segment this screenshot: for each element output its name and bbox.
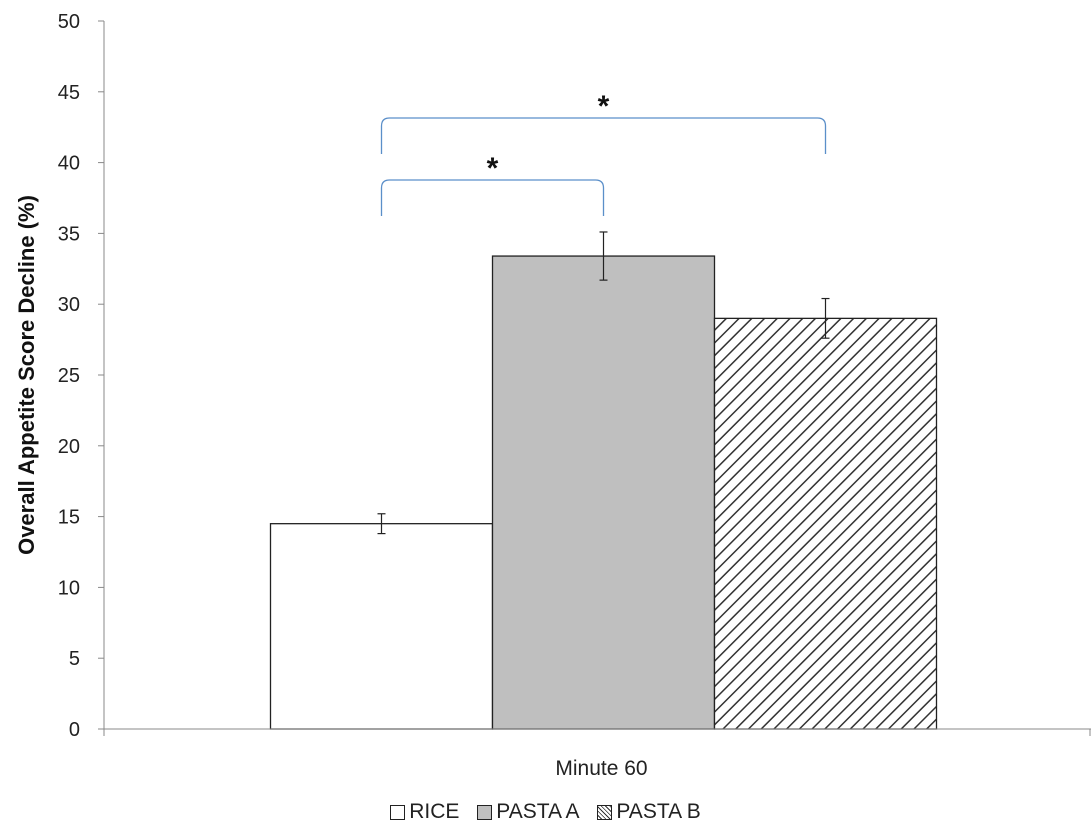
significance-marker: * (598, 90, 610, 123)
significance-brackets: ** (380, 90, 827, 216)
y-tick-label: 50 (58, 11, 80, 33)
error-bars (377, 231, 830, 535)
legend-label-pasta-b: PASTA B (616, 800, 701, 823)
significance-bracket (380, 179, 605, 216)
bar-pasta-b (713, 317, 938, 730)
y-tick-label: 25 (58, 365, 80, 387)
legend: RICE PASTA A PASTA B (0, 800, 1091, 826)
y-tick-label: 30 (58, 294, 80, 316)
significance-bracket (380, 117, 827, 154)
legend-swatch-rice (390, 804, 406, 820)
y-tick-label: 15 (58, 507, 80, 529)
legend-item-pasta-b: PASTA B (597, 800, 701, 824)
legend-item-pasta-a: PASTA A (477, 800, 580, 824)
significance-marker: * (487, 152, 499, 185)
y-axis: 0 5 10 15 20 25 30 35 40 45 50 (58, 11, 105, 741)
legend-label-rice: RICE (409, 800, 460, 823)
bars (269, 255, 938, 730)
y-tick-label: 35 (58, 223, 80, 245)
y-tick-label: 20 (58, 436, 80, 458)
y-tick-label: 10 (58, 577, 80, 599)
category-label: Minute 60 (555, 757, 647, 780)
legend-swatch-pasta-b (597, 804, 613, 820)
bar-pasta-a (491, 255, 716, 730)
bar-rice (269, 523, 494, 730)
y-tick-label: 5 (69, 648, 80, 670)
legend-item-rice: RICE (390, 800, 459, 824)
x-axis: Minute 60 (103, 728, 1091, 780)
y-axis-title: Overall Appetite Score Decline (%) (14, 195, 39, 555)
legend-swatch-pasta-a (477, 804, 493, 820)
y-tick-label: 0 (69, 719, 80, 741)
legend-label-pasta-a: PASTA A (496, 800, 580, 823)
y-tick-label: 40 (58, 153, 80, 175)
y-tick-label: 45 (58, 82, 80, 104)
